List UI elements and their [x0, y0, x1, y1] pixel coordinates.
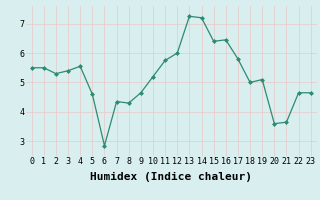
X-axis label: Humidex (Indice chaleur): Humidex (Indice chaleur) — [90, 172, 252, 182]
